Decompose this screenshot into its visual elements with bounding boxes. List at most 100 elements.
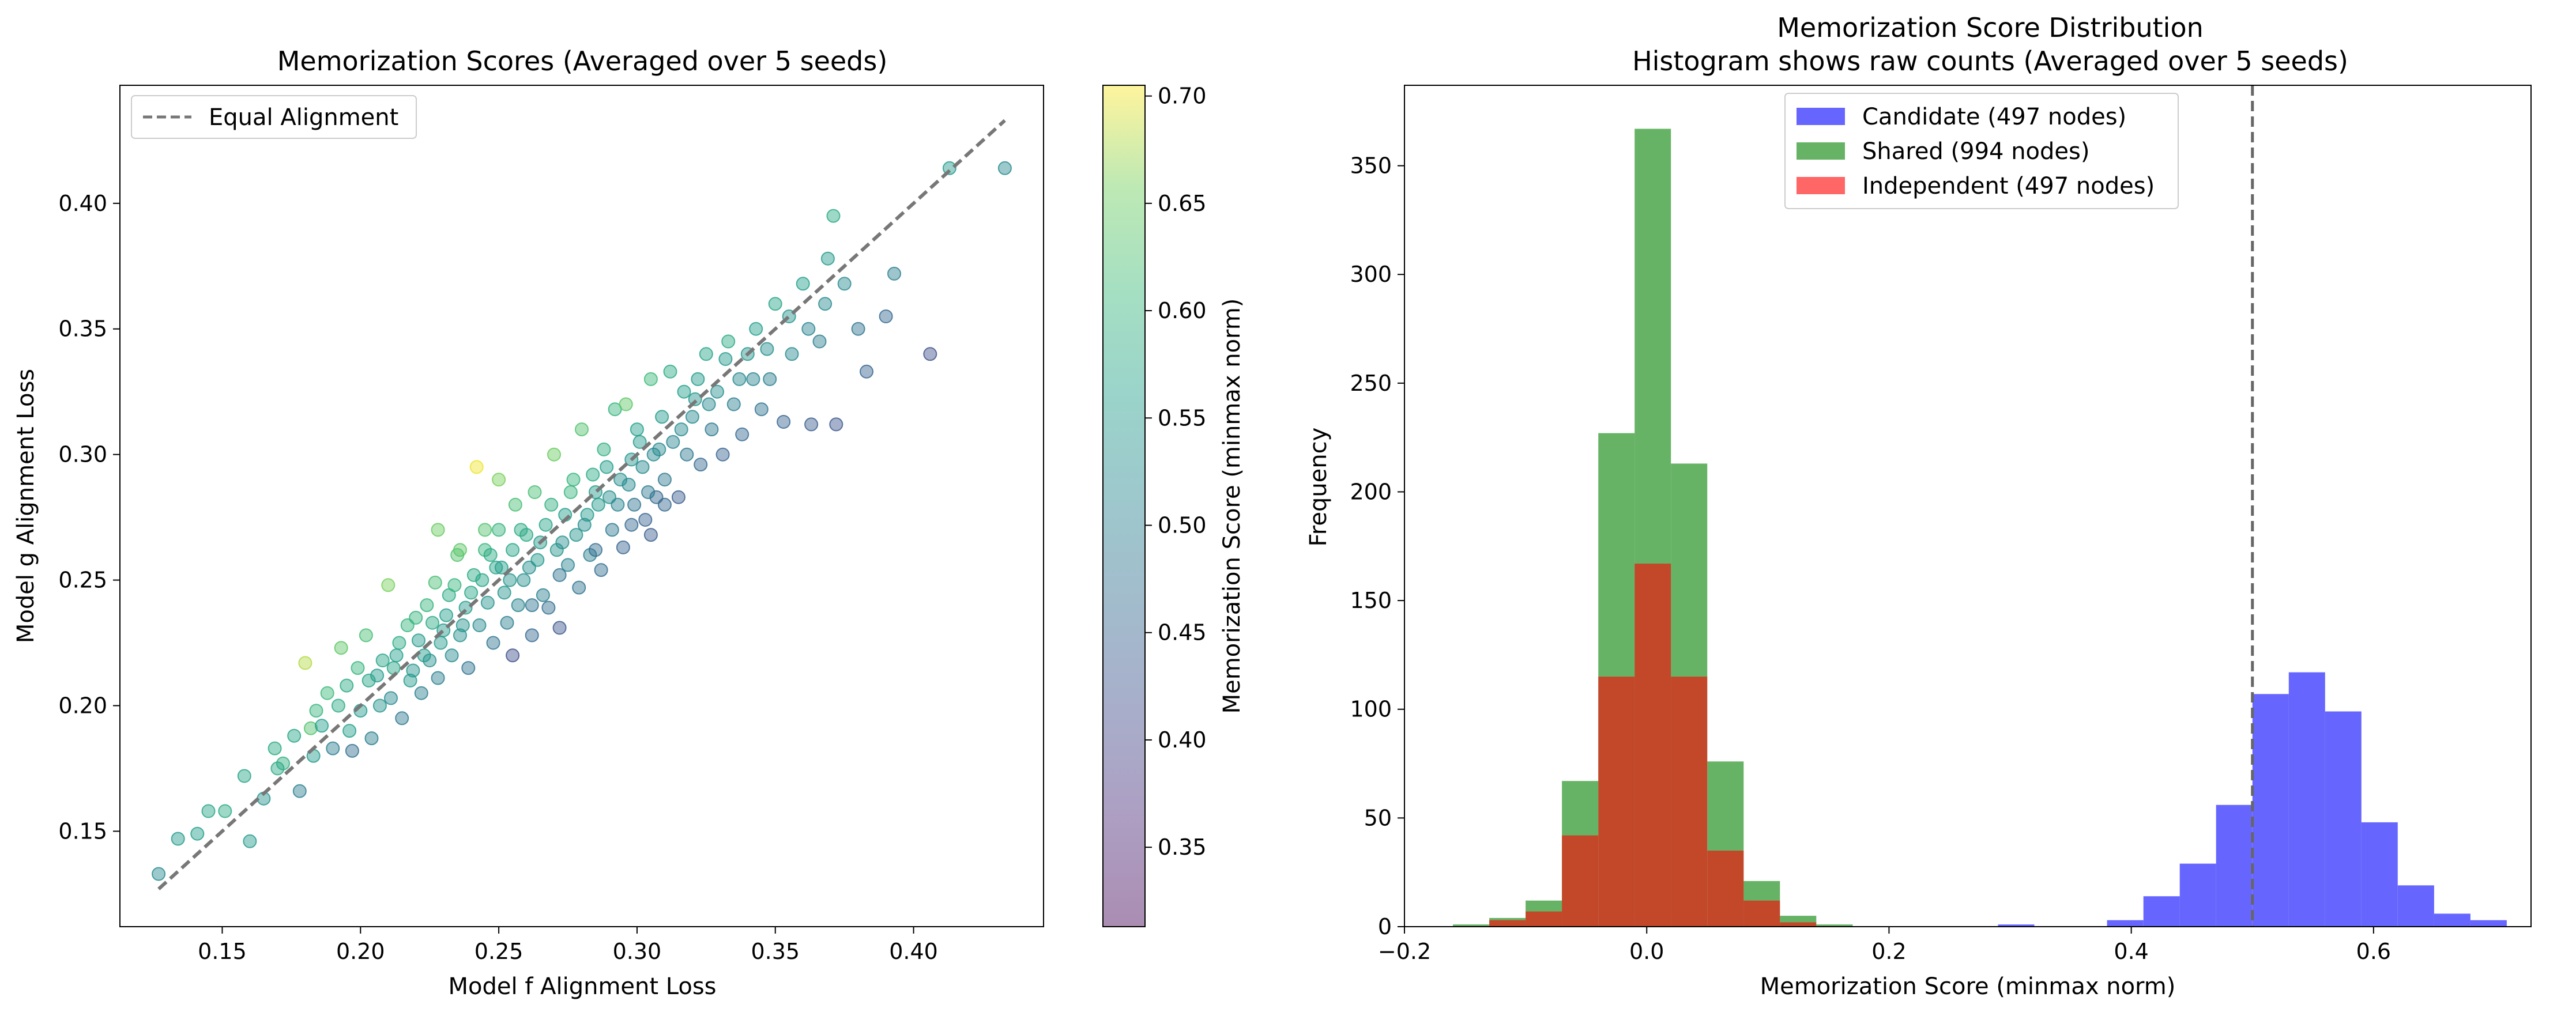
scatter-point <box>589 543 602 557</box>
y-tick-label: 350 <box>1350 153 1392 179</box>
scatter-point <box>464 586 479 600</box>
colorbar-tick-label: 0.50 <box>1158 513 1207 538</box>
candidate-bar <box>1998 924 2035 927</box>
scatter-point <box>837 277 852 291</box>
candidate-bar <box>2325 711 2362 927</box>
candidate-bar <box>2216 805 2253 927</box>
scatter-plot-frame <box>119 85 1044 927</box>
scatter-point <box>572 580 586 595</box>
scatter-point <box>763 372 777 386</box>
scatter-point <box>666 435 680 449</box>
scatter-point <box>627 497 642 512</box>
colorbar-ticks: 0.35 0.40 0.45 0.50 0.55 0.60 0.65 0.70 <box>1145 84 1207 860</box>
independent-bar <box>1743 900 1780 927</box>
scatter-point <box>243 834 257 848</box>
scatter-point <box>569 528 583 542</box>
scatter-point <box>522 560 536 575</box>
scatter-x-label: Model f Alignment Loss <box>449 973 717 1000</box>
colorbar-gradient <box>1103 85 1145 927</box>
scatter-point <box>268 741 282 756</box>
scatter-point <box>320 686 334 700</box>
independent-bar <box>1635 564 1671 927</box>
scatter-point <box>826 209 841 223</box>
scatter-point <box>726 397 741 411</box>
scatter-point <box>270 761 285 776</box>
scatter-point <box>768 297 782 311</box>
histogram-chart: Memorization Score Distribution Histogra… <box>1305 12 2532 1000</box>
scatter-point <box>732 372 747 386</box>
colorbar: 0.35 0.40 0.45 0.50 0.55 0.60 0.65 0.70 Memoriz… <box>1102 84 1245 927</box>
scatter-point <box>591 497 605 512</box>
scatter-point <box>657 473 672 487</box>
scatter-point <box>492 473 506 487</box>
scatter-point <box>646 447 661 462</box>
legend-candidate: Candidate (497 nodes) <box>1862 104 2126 130</box>
scatter-point <box>677 384 691 399</box>
scatter-point <box>641 485 656 499</box>
candidate-bar <box>2252 694 2289 927</box>
legend-independent-swatch <box>1797 177 1845 194</box>
equal-alignment-line <box>157 119 1006 890</box>
independent-bar <box>1489 920 1526 927</box>
scatter-point <box>721 334 736 349</box>
legend-independent: Independent (497 nodes) <box>1862 173 2155 199</box>
scatter-point <box>563 485 578 499</box>
y-tick-label: 0.20 <box>58 693 107 718</box>
x-tick-label: 0.4 <box>2114 939 2148 964</box>
scatter-point <box>326 741 340 756</box>
scatter-point <box>340 678 354 693</box>
candidate-bar <box>2288 672 2325 927</box>
scatter-point <box>860 364 873 379</box>
scatter-point <box>439 608 453 622</box>
scatter-point <box>489 560 503 575</box>
scatter-point <box>276 756 290 771</box>
y-tick-label: 100 <box>1350 697 1392 722</box>
scatter-point <box>547 447 561 462</box>
scatter-point <box>351 661 365 675</box>
scatter-point <box>461 661 476 675</box>
histogram-legend: Candidate (497 nodes) Shared (994 nodes)… <box>1784 93 2179 209</box>
scatter-point <box>552 568 567 582</box>
scatter-point <box>663 364 677 379</box>
scatter-point <box>500 615 514 630</box>
scatter-point <box>879 309 893 323</box>
scatter-point <box>508 497 522 512</box>
candidate-bar <box>2470 920 2507 927</box>
scatter-point <box>804 417 819 432</box>
scatter-point <box>171 832 185 846</box>
scatter-point <box>746 372 760 386</box>
histogram-x-label: Memorization Score (minmax norm) <box>1760 973 2176 1000</box>
scatter-point <box>469 460 484 474</box>
scatter-point <box>555 535 570 550</box>
colorbar-tick-label: 0.55 <box>1158 405 1207 430</box>
scatter-point <box>298 656 312 670</box>
scatter-point <box>777 415 791 429</box>
scatter-point <box>594 563 608 577</box>
histogram-y-ticks: 0 50 100 150 200 250 300 350 <box>1350 153 1404 939</box>
scatter-legend-box <box>131 95 417 139</box>
scatter-point <box>372 698 387 713</box>
y-tick-label: 0.30 <box>58 442 107 467</box>
scatter-point <box>577 518 592 532</box>
scatter-point <box>536 588 550 602</box>
histogram-title-line1: Memorization Score Distribution <box>1777 12 2204 43</box>
y-tick-label: 0.15 <box>58 818 107 844</box>
y-tick-label: 200 <box>1350 479 1392 504</box>
x-tick-label: 0.35 <box>751 939 800 964</box>
scatter-point <box>657 497 672 512</box>
scatter-point <box>359 628 373 643</box>
scatter-point <box>525 598 539 613</box>
scatter-point <box>549 543 564 557</box>
scatter-point <box>710 384 724 399</box>
scatter-point <box>619 397 633 411</box>
y-tick-label: 0.35 <box>58 316 107 342</box>
scatter-point <box>431 523 445 537</box>
scatter-x-ticks: 0.15 0.20 0.25 0.30 0.35 0.40 <box>198 927 938 964</box>
scatter-point <box>475 573 489 587</box>
scatter-point <box>749 322 763 336</box>
scatter-point <box>309 704 323 718</box>
histogram-legend-box <box>1784 93 2179 209</box>
scatter-point <box>622 478 636 492</box>
candidate-bar <box>2179 863 2216 927</box>
scatter-y-label: Model g Alignment Loss <box>13 369 39 643</box>
